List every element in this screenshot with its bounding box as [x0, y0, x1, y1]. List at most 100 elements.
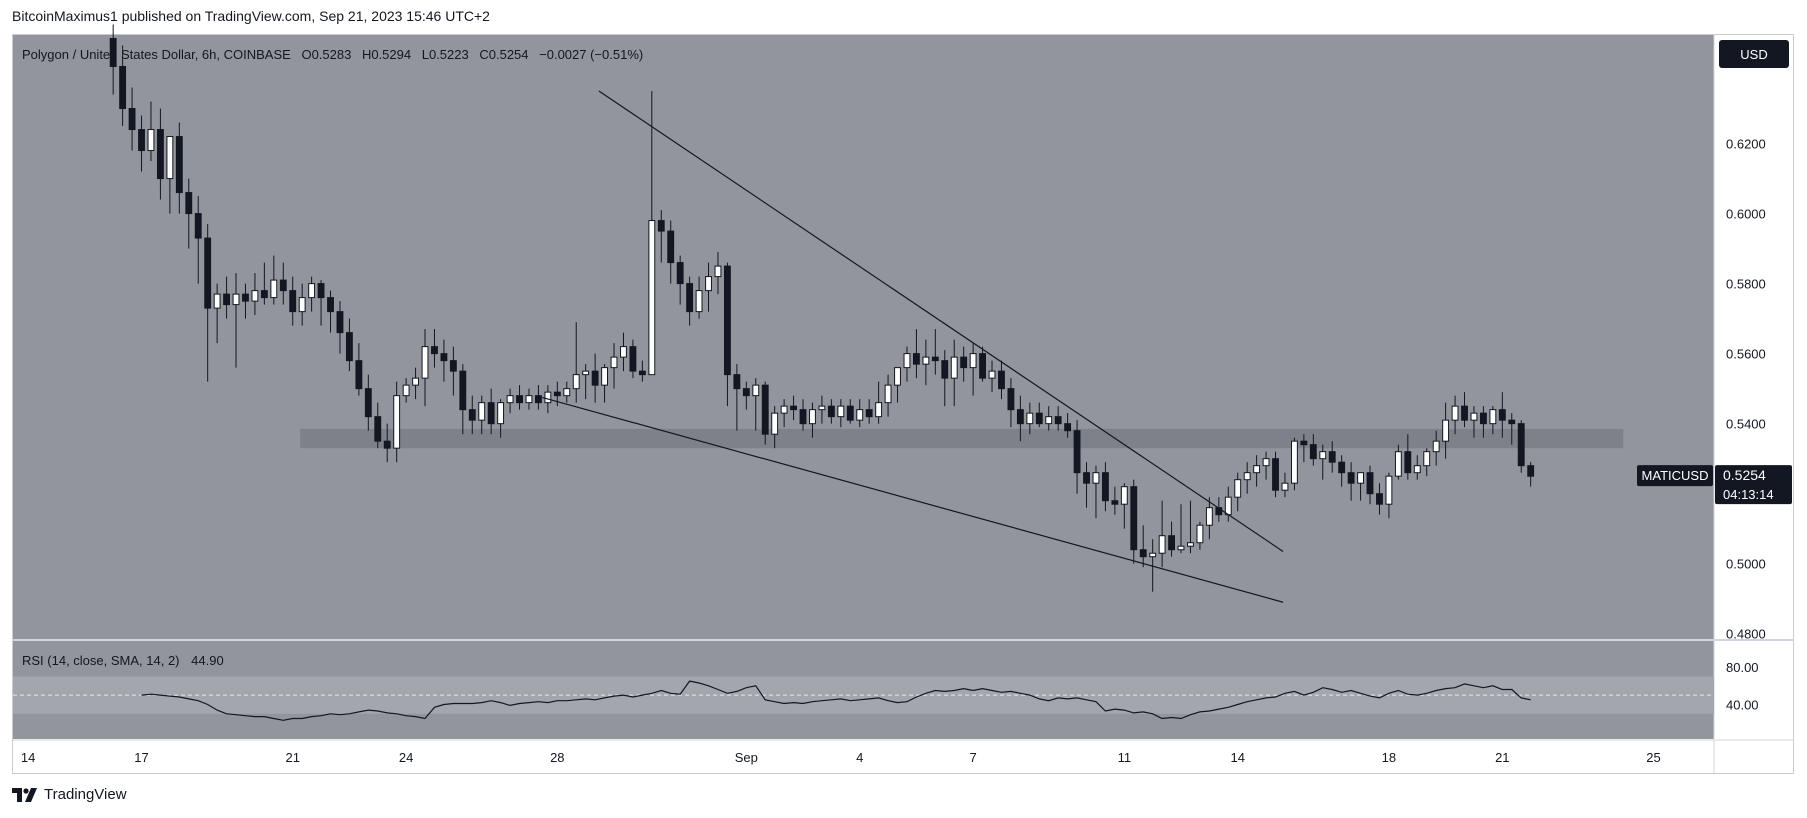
candle-body: [1347, 472, 1355, 484]
time-tick-label: 24: [399, 750, 413, 765]
candle-body: [941, 360, 949, 379]
candle-body: [553, 391, 561, 397]
price-tick-label: 0.5000: [1726, 557, 1766, 572]
candle-body: [1319, 451, 1327, 460]
wedge-upper-line: [598, 90, 1284, 552]
candle-body: [260, 290, 268, 299]
candle-body: [516, 395, 523, 404]
candle-body: [1205, 507, 1213, 526]
candle-body: [431, 346, 438, 355]
candle-body: [912, 353, 920, 365]
candle-body: [1470, 412, 1478, 421]
candle-body: [648, 220, 656, 376]
legend-o-label: O: [301, 47, 311, 62]
price-tick-label: 0.4800: [1726, 627, 1766, 642]
candle-body: [497, 402, 505, 425]
support-zone: [300, 428, 1624, 449]
price-tick-label: 0.5600: [1726, 347, 1766, 362]
candle-body: [525, 395, 533, 404]
candle-body: [1073, 430, 1081, 474]
candle-body: [534, 395, 542, 404]
time-tick-label: 28: [550, 750, 564, 765]
candle-body: [1338, 461, 1346, 474]
legend-h-value: 0.5294: [371, 47, 411, 62]
currency-button[interactable]: USD: [1719, 40, 1789, 68]
candle-body: [355, 360, 363, 390]
time-axis-labels: 14 17 21 24 28 Sep 4 7 11 14 18 21 25: [21, 750, 1661, 765]
time-tick-label: 21: [1495, 750, 1509, 765]
rsi-tick-label: 40.00: [1726, 697, 1759, 712]
candle-body: [1253, 465, 1261, 474]
candle-body: [1527, 465, 1535, 477]
candle-body: [1149, 552, 1157, 558]
candle-body: [1432, 440, 1440, 453]
candle-body: [1461, 405, 1468, 421]
candle-body: [771, 412, 779, 435]
candle-body: [780, 405, 788, 414]
footer-brand[interactable]: TradingView: [12, 786, 127, 803]
candle-body: [1366, 472, 1374, 495]
candle-body: [865, 409, 873, 418]
candle-body: [1281, 482, 1289, 491]
rsi-legend: RSI (14, close, SMA, 14, 2) 44.90: [22, 653, 224, 668]
candle-body: [799, 409, 807, 425]
legend-symbol: Polygon / United States Dollar, 6h, COIN…: [22, 47, 291, 62]
candle-body: [156, 129, 164, 180]
candle-body: [1177, 545, 1185, 551]
candle-body: [364, 388, 372, 418]
time-tick-label: 18: [1382, 750, 1396, 765]
support-zone-layer: [300, 428, 1624, 449]
candle-body: [742, 388, 750, 397]
trendlines-layer: [542, 90, 1284, 603]
candle-body: [667, 230, 675, 264]
candle-body: [194, 213, 202, 239]
candle-body: [1234, 479, 1242, 498]
candle-body: [1035, 412, 1043, 425]
candle-body: [950, 356, 958, 379]
candle-body: [1272, 458, 1279, 491]
time-tick-label: 21: [285, 750, 299, 765]
candle-body: [468, 409, 476, 421]
candle-body: [109, 38, 117, 68]
candle-body: [1120, 486, 1128, 505]
candle-body: [884, 384, 892, 404]
price-tick-label: 0.6000: [1726, 207, 1766, 222]
candle-body: [336, 311, 344, 334]
candle-body: [279, 279, 287, 292]
time-tick-label: 14: [1230, 750, 1244, 765]
wedge-lower-line: [542, 396, 1284, 603]
candle-body: [1168, 535, 1175, 551]
time-tick-label: 11: [1118, 750, 1132, 765]
candle-body: [119, 66, 127, 110]
candle-body: [1442, 419, 1450, 442]
candle-body: [1328, 451, 1336, 463]
price-tick-label: 0.5400: [1726, 417, 1766, 432]
candle-body: [1300, 440, 1308, 446]
candle-body: [638, 370, 646, 376]
rsi-axis-labels: 80.00 40.00: [1726, 660, 1759, 712]
candle-body: [175, 136, 183, 194]
rsi-layer: [13, 676, 1714, 721]
candle-body: [846, 405, 854, 421]
candle-body: [232, 293, 240, 306]
candle-body: [1357, 472, 1364, 484]
candle-body: [1243, 472, 1251, 481]
publisher-line: BitcoinMaximus1 published on TradingView…: [12, 8, 490, 24]
candle-body: [374, 416, 382, 442]
candle-body: [809, 409, 816, 425]
rsi-value: 44.90: [191, 653, 224, 668]
candle-body: [1187, 542, 1194, 547]
time-tick-label: 25: [1646, 750, 1660, 765]
candle-body: [761, 384, 769, 435]
candle-body: [213, 293, 221, 309]
price-value: 0.5254: [1723, 467, 1766, 483]
legend-line: Polygon / United States Dollar, 6h, COIN…: [22, 47, 643, 62]
candle-body: [1451, 405, 1459, 421]
candle-body: [657, 220, 665, 232]
candle-body: [327, 297, 334, 313]
candle-body: [1479, 412, 1487, 425]
candle-body: [790, 405, 797, 411]
countdown-value: 04:13:14: [1723, 487, 1774, 502]
candle-body: [138, 129, 145, 152]
candle-body: [1404, 451, 1412, 474]
